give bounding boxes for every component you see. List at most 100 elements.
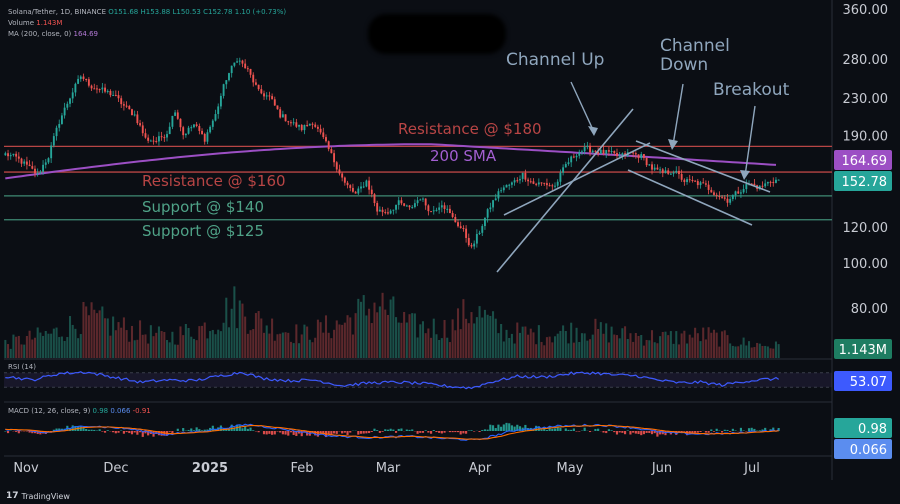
macd-histogram-bar [440,431,443,434]
ma-price-tag: 164.69 [842,154,888,169]
candle-body [384,212,387,214]
candle-body [7,153,9,157]
rsi-line [5,371,780,390]
candle-body [667,170,670,174]
candle-body [419,199,422,201]
volume-bar [667,335,670,358]
volume-bar [141,334,144,358]
macd-histogram-bar [246,428,249,431]
macd-histogram-bar [645,431,648,433]
candle-body [42,164,45,172]
candle-body [376,203,379,212]
macd-histogram-bar [621,431,624,433]
macd-histogram-bar [225,428,228,431]
volume-bar [268,333,271,358]
candle-body [642,154,645,158]
volume-bar [187,327,190,358]
candle-body [637,154,640,159]
macd-histogram-bar [516,424,519,431]
volume-bar [254,313,257,358]
volume-bar [702,327,705,358]
macd-histogram-bar [55,428,58,431]
volume-bar [384,309,387,358]
volume-bar [359,301,363,358]
volume-bar [599,322,602,358]
macd-histogram-bar [610,430,613,431]
candle-body [521,172,524,179]
candle-body [257,84,260,90]
volume-bar [575,327,578,358]
candle-body [246,68,249,70]
candle-body [265,95,268,97]
volume-bar [648,340,651,358]
macd-histogram-bar [467,430,470,431]
volume-bar [128,341,131,358]
volume-bar [206,338,209,358]
volume-bar [281,332,284,358]
candle-body [60,115,63,124]
candle-body [715,194,718,196]
volume-bar [686,343,689,358]
volume-bar [521,326,524,358]
macd-histogram-bar [597,428,600,431]
channel-down-label-line2: Down [660,55,708,75]
candle-body [777,179,780,181]
candle-body [559,172,562,182]
volume-bar [230,308,233,358]
macd-histogram-bar [551,428,554,431]
macd-histogram-bar [416,431,419,434]
time-axis-label: Dec [103,461,128,476]
volume-bar [157,326,160,358]
volume-bar [632,341,635,358]
candle-body [66,103,69,108]
volume-bar [774,341,777,358]
tradingview-footer[interactable]: 17 TradingView [6,491,70,501]
volume-bar [308,339,311,358]
volume-bar [233,286,236,358]
macd-histogram-bar [535,425,538,431]
macd-histogram-bar [605,431,608,434]
macd-histogram-bar [723,429,726,431]
volume-bar [451,319,454,358]
candle-body [112,94,115,96]
volume-bar [176,344,179,358]
candle-body [422,198,424,200]
volume-bar [578,342,581,358]
breakout-arrow [744,105,756,177]
candle-body [438,207,441,210]
volume-bar [79,334,82,358]
candle-body [750,183,753,185]
candle-body [354,191,357,194]
candle-body [475,234,478,244]
volume-bar [764,345,767,358]
macd-histogram-bar [249,427,252,431]
candle-body [168,126,171,135]
macd-histogram-bar [553,428,557,431]
macd-histogram-bar [365,431,368,434]
volume-bar [737,346,740,358]
candle-body [343,177,346,183]
volume-bar [36,327,39,358]
candle-body [141,125,144,134]
candle-body [368,180,371,190]
macd-histogram-bar [575,431,578,432]
macd-line [5,423,779,441]
macd-histogram-bar [233,427,236,431]
macd-histogram-bar [505,422,508,431]
volume-bar [400,322,403,358]
macd-histogram-bar [642,431,646,435]
candle-body [775,179,777,183]
macd-histogram-bar [362,431,365,434]
candle-body [39,171,42,173]
volume-bar [602,333,605,358]
macd-histogram-bar [384,429,387,431]
macd-histogram-bar [28,431,31,433]
macd-histogram-bar [758,430,761,431]
candle-body [114,94,117,96]
macd-histogram-bar [427,431,430,433]
candle-body [276,105,279,110]
macd-signal-line [5,424,779,440]
volume-bar [524,326,527,358]
